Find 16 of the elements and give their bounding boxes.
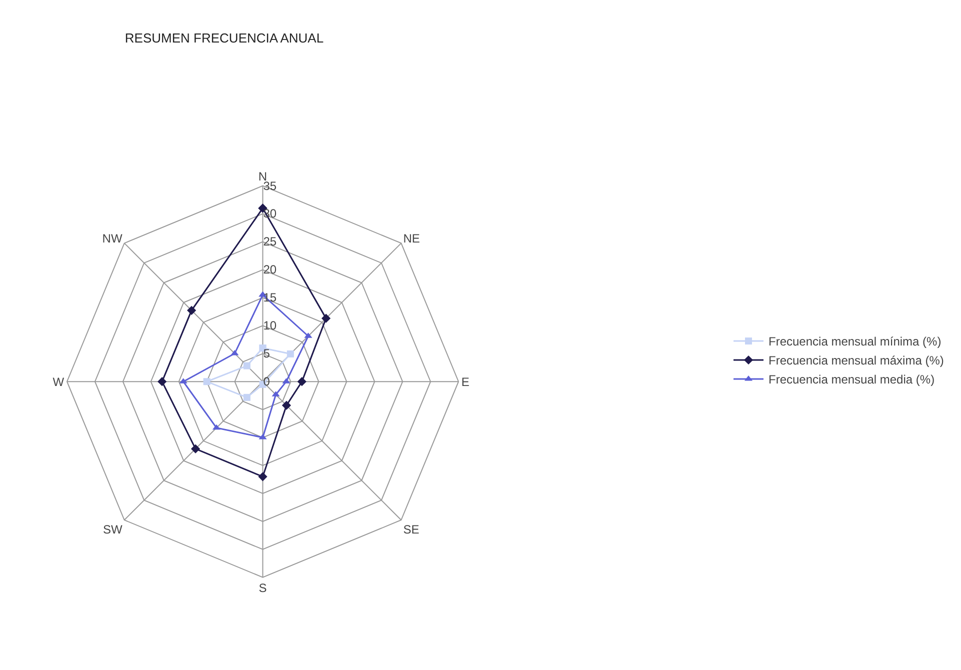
- spoke-label: W: [52, 374, 65, 389]
- spoke-label: E: [461, 374, 470, 389]
- legend-label: Frecuencia mensual máxima (%): [768, 354, 944, 368]
- spoke-label: S: [258, 581, 267, 596]
- spoke-label: SW: [102, 522, 123, 537]
- chart-title: RESUMEN FRECUENCIA ANUAL: [124, 30, 324, 46]
- spoke-label: SE: [403, 522, 420, 537]
- spoke-label: NW: [102, 231, 123, 246]
- y-tick-label: 20: [263, 262, 277, 277]
- y-tick-label: 0: [263, 374, 270, 388]
- y-tick-label: 5: [263, 346, 270, 361]
- legend-label: Frecuencia mensual media (%): [768, 372, 935, 387]
- spoke-label: NE: [403, 231, 420, 246]
- y-tick-label: 25: [263, 234, 277, 249]
- legend-label: Frecuencia mensual mínima (%): [768, 334, 942, 349]
- y-tick-label: 10: [263, 318, 277, 333]
